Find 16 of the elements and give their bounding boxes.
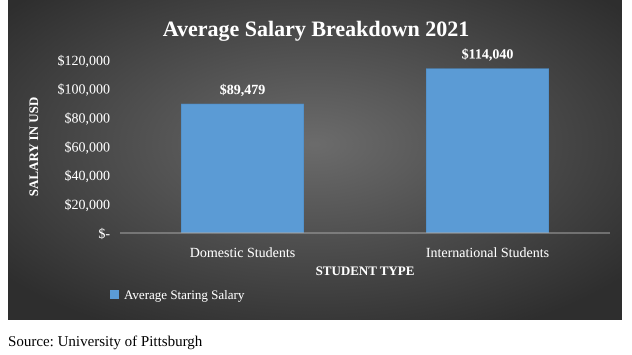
- x-axis-title: STUDENT TYPE: [316, 263, 414, 278]
- y-tick-label: $120,000: [58, 54, 110, 69]
- data-label: $114,040: [462, 48, 514, 63]
- y-tick-label: $60,000: [64, 140, 110, 156]
- y-tick-label: $80,000: [64, 112, 110, 127]
- y-tick-label: $-: [98, 226, 110, 242]
- y-tick-label: $20,000: [64, 198, 110, 214]
- x-tick-label: International Students: [426, 246, 550, 261]
- x-tick-label: Domestic Students: [190, 246, 296, 261]
- text: Average Staring Salary: [124, 287, 245, 302]
- y-tick-label: $100,000: [58, 82, 110, 98]
- chart-title: Average Salary Breakdown 2021: [162, 16, 470, 41]
- source-note: Source: University of Pittsburgh: [8, 334, 203, 350]
- y-axis-title: SALARY IN USD: [26, 96, 41, 196]
- y-tick-label: $40,000: [64, 169, 110, 184]
- data-label: $89,479: [220, 83, 266, 98]
